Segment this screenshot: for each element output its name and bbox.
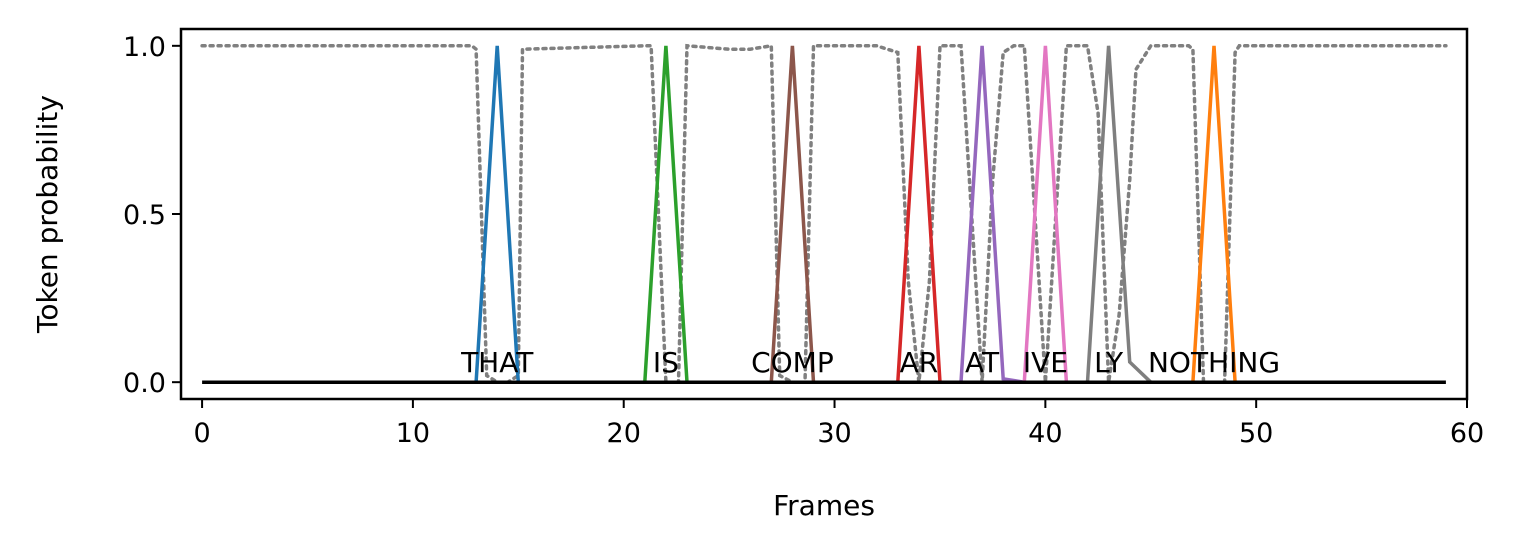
token-label-at: AT <box>965 346 1000 379</box>
x-tick-label: 50 <box>1239 418 1273 449</box>
token-label-nothing: NOTHING <box>1148 346 1280 379</box>
series-ly <box>1085 45 1153 384</box>
plot-frame <box>179 27 1469 401</box>
token-label-that: THAT <box>460 346 534 379</box>
series-comp <box>769 45 816 383</box>
y-tick-label: 0.5 <box>123 200 166 231</box>
y-axis-ticks: 0.0 0.5 1.0 <box>123 32 181 399</box>
plot-content: THAT IS COMP AR AT IVE LY NOTHING <box>200 43 1448 384</box>
x-tick-label: 60 <box>1450 418 1484 449</box>
x-axis-label: Frames <box>773 489 875 522</box>
series-at <box>959 45 1025 384</box>
series-blank <box>200 43 1448 384</box>
series-is <box>643 45 689 383</box>
x-axis-ticks: 0 10 20 30 40 50 60 <box>193 399 1484 449</box>
y-axis-label: Token probability <box>31 95 64 334</box>
x-tick-label: 30 <box>817 418 851 449</box>
series-ive <box>1022 45 1069 383</box>
token-label-ly: LY <box>1094 346 1124 379</box>
series-ar <box>896 45 942 383</box>
x-tick-label: 40 <box>1028 418 1062 449</box>
x-tick-label: 20 <box>607 418 641 449</box>
token-label-comp: COMP <box>751 346 834 379</box>
y-tick-label: 0.0 <box>123 368 166 399</box>
series-that <box>474 45 521 383</box>
y-tick-label: 1.0 <box>123 32 166 63</box>
token-label-ive: IVE <box>1023 346 1068 379</box>
x-tick-label: 10 <box>396 418 430 449</box>
token-label-is: IS <box>653 346 679 379</box>
x-tick-label: 0 <box>193 418 210 449</box>
series-nothing <box>1191 45 1237 383</box>
token-label-ar: AR <box>900 346 939 379</box>
